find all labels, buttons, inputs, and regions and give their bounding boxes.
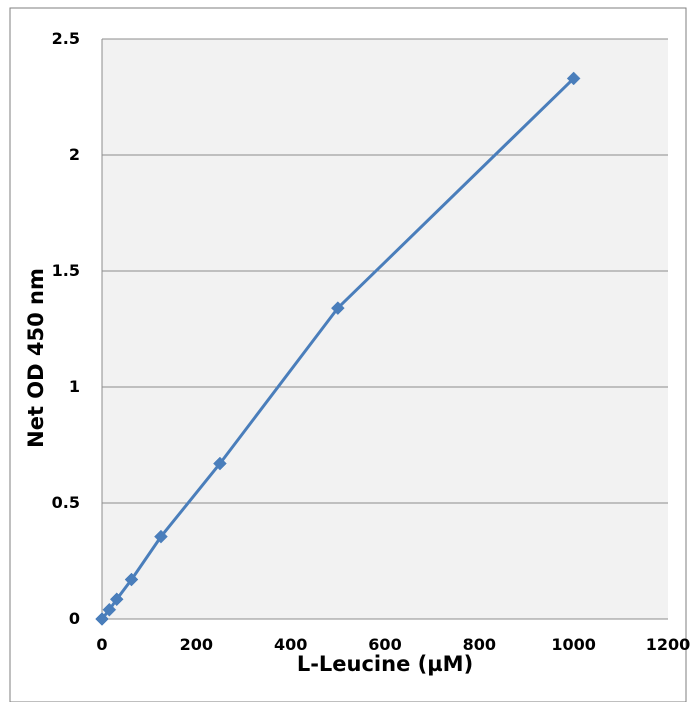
data-point-marker [213, 456, 227, 471]
gridlines [102, 38, 668, 504]
x-axis-title: L-Leucine (µM) [297, 652, 473, 676]
data-point-marker [109, 592, 124, 607]
x-tick-label: 1200 [646, 635, 691, 654]
data-point-marker [154, 529, 168, 544]
series-layer [95, 71, 581, 626]
x-tick-label: 600 [368, 635, 401, 654]
y-tick-label: 2.5 [52, 29, 80, 48]
x-tick-label: 400 [274, 635, 307, 654]
y-tick-label: 0.5 [52, 493, 80, 512]
x-tick-label: 200 [180, 635, 213, 654]
y-tick-labels: 0 0.5 1 1.5 2 2.5 [52, 29, 80, 628]
x-tick-labels: 0 200 400 600 800 1000 1200 [96, 635, 690, 654]
data-point-marker [566, 71, 581, 86]
y-tick-label: 1.5 [52, 261, 80, 280]
x-tick-label: 1000 [551, 635, 596, 654]
data-point-marker [124, 572, 139, 587]
plot-area [102, 39, 668, 619]
x-tick-label: 0 [96, 635, 107, 654]
x-tick-label: 800 [463, 635, 496, 654]
y-tick-label: 2 [69, 145, 80, 164]
data-point-marker [330, 301, 345, 315]
data-point-marker [95, 612, 109, 626]
y-axis-title: Net OD 450 nm [24, 268, 48, 448]
y-tick-label: 1 [69, 377, 80, 396]
y-tick-label: 0 [69, 609, 80, 628]
data-point-marker [102, 602, 117, 617]
